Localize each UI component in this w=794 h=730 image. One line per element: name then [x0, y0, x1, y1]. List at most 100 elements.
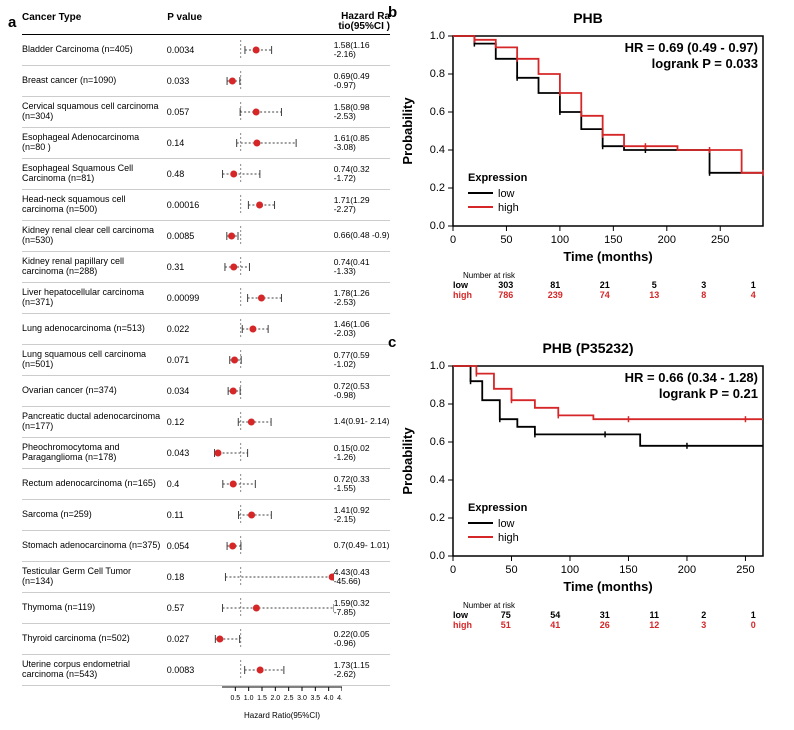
- svg-text:0.2: 0.2: [430, 182, 445, 194]
- svg-text:200: 200: [678, 564, 696, 576]
- header-hazard-ratio: Hazard Ra tio(95%CI ): [332, 12, 390, 32]
- forest-hr-text: 1.61(0.85 -3.08): [334, 134, 390, 153]
- svg-text:50: 50: [500, 234, 512, 246]
- forest-row: Thyroid carcinoma (n=502)0.027 0.22(0.05 …: [22, 624, 390, 655]
- svg-text:high: high: [498, 202, 519, 214]
- forest-hr-text: 0.77(0.59 -1.02): [334, 351, 390, 370]
- svg-text:0: 0: [450, 234, 456, 246]
- forest-cancer-type: Thyroid carcinoma (n=502): [22, 634, 167, 644]
- forest-ci-chart: [214, 412, 334, 432]
- panel-b-label: b: [388, 4, 397, 21]
- forest-ci-chart: [214, 443, 334, 463]
- forest-p-value: 0.022: [167, 324, 214, 334]
- forest-cancer-type: Esophageal Squamous Cell Carcinoma (n=81…: [22, 164, 167, 184]
- forest-cancer-type: Pheochromocytoma and Paraganglioma (n=17…: [22, 443, 167, 463]
- forest-hr-text: 1.58(1.16 -2.16): [334, 41, 390, 60]
- forest-row: Bladder Carcinoma (n=405)0.0034 1.58(1.16…: [22, 35, 390, 66]
- forest-hr-text: 0.74(0.41 -1.33): [334, 258, 390, 277]
- svg-text:Expression: Expression: [468, 502, 528, 514]
- forest-hr-text: 0.15(0.02 -1.26): [334, 444, 390, 463]
- forest-hr-text: 1.71(1.29 -2.27): [334, 196, 390, 215]
- forest-row: Stomach adenocarcinoma (n=375)0.0540.7(0…: [22, 531, 390, 562]
- forest-ci-chart: [214, 71, 334, 91]
- forest-plot-panel: a Cancer Type P value Hazard Ra tio(95%C…: [10, 10, 390, 720]
- forest-hr-text: 1.73(1.15 -2.62): [334, 661, 390, 680]
- forest-row: Kidney renal clear cell carcinoma (n=530…: [22, 221, 390, 252]
- forest-row: Cervical squamous cell carcinoma (n=304)…: [22, 97, 390, 128]
- svg-text:0.2: 0.2: [430, 512, 445, 524]
- forest-hr-text: 0.66(0.48 -0.9): [334, 231, 390, 240]
- forest-p-value: 0.0034: [167, 45, 214, 55]
- svg-text:1.5: 1.5: [257, 695, 267, 702]
- svg-text:logrank P = 0.033: logrank P = 0.033: [652, 56, 758, 71]
- km-c-chart: 0.00.20.40.60.81.0050100150200250Time (m…: [398, 356, 778, 596]
- forest-cancer-type: Testicular Germ Cell Tumor (n=134): [22, 567, 167, 587]
- forest-ci-chart: [214, 102, 334, 122]
- svg-text:Probability: Probability: [400, 97, 415, 165]
- forest-hr-text: 4.43(0.43 -45.66): [334, 568, 390, 587]
- svg-text:1.0: 1.0: [430, 360, 445, 372]
- forest-hr-text: 0.72(0.53 -0.98): [334, 382, 390, 401]
- forest-row: Thymoma (n=119)0.571.59(0.32 -7.85): [22, 593, 390, 624]
- forest-ci-chart: [214, 195, 334, 215]
- forest-p-value: 0.4: [167, 479, 214, 489]
- forest-p-value: 0.18: [167, 572, 214, 582]
- forest-hr-text: 0.7(0.49- 1.01): [334, 541, 390, 550]
- forest-cancer-type: Kidney renal clear cell carcinoma (n=530…: [22, 226, 167, 246]
- forest-row: Rectum adenocarcinoma (n=165)0.40.72(0.3…: [22, 469, 390, 500]
- forest-hr-text: 0.22(0.05 -0.96): [334, 630, 390, 649]
- forest-ci-chart: [214, 598, 334, 618]
- km-b-chart: 0.00.20.40.60.81.0050100150200250Time (m…: [398, 26, 778, 266]
- km-panel-b: b PHB 0.00.20.40.60.81.0050100150200250T…: [398, 10, 778, 330]
- svg-text:Time (months): Time (months): [563, 579, 652, 594]
- km-c-risk-high: high 5141261230: [453, 620, 778, 630]
- forest-p-value: 0.31: [167, 262, 214, 272]
- km-c-risk-header: Number at risk: [463, 601, 778, 610]
- forest-row: Esophageal Adenocarcinoma (n=80 )0.141.6…: [22, 128, 390, 159]
- forest-hr-text: 1.41(0.92 -2.15): [334, 506, 390, 525]
- forest-cancer-type: Lung adenocarcinoma (n=513): [22, 324, 167, 334]
- svg-text:HR = 0.66 (0.34 - 1.28): HR = 0.66 (0.34 - 1.28): [625, 370, 758, 385]
- forest-ci-chart: [214, 133, 334, 153]
- km-panel-c: c PHB (P35232) 0.00.20.40.60.81.00501001…: [398, 340, 778, 660]
- forest-row: Testicular Germ Cell Tumor (n=134)0.18 4.…: [22, 562, 390, 593]
- svg-text:0.0: 0.0: [430, 220, 445, 232]
- svg-text:0.6: 0.6: [430, 106, 445, 118]
- forest-ci-chart: [214, 350, 334, 370]
- forest-p-value: 0.0085: [167, 231, 214, 241]
- svg-text:HR = 0.69 (0.49 - 0.97): HR = 0.69 (0.49 - 0.97): [625, 40, 758, 55]
- svg-text:0.4: 0.4: [430, 144, 445, 156]
- svg-text:Probability: Probability: [400, 427, 415, 495]
- forest-ci-chart: [214, 505, 334, 525]
- svg-text:0.6: 0.6: [430, 436, 445, 448]
- svg-text:0: 0: [450, 564, 456, 576]
- forest-row: Esophageal Squamous Cell Carcinoma (n=81…: [22, 159, 390, 190]
- forest-row: Breast cancer (n=1090)0.0330.69(0.49 -0.…: [22, 66, 390, 97]
- forest-axis: 0.51.01.52.02.53.03.54.04.5: [222, 686, 342, 709]
- km-b-title: PHB: [398, 10, 778, 26]
- forest-ci-chart: [214, 319, 334, 339]
- forest-p-value: 0.027: [167, 634, 214, 644]
- header-chart-space: [216, 12, 332, 32]
- forest-hr-text: 1.78(1.26 -2.53): [334, 289, 390, 308]
- forest-hr-text: 1.59(0.32 -7.85): [334, 599, 390, 618]
- forest-axis-label: Hazard Ratio(95%CI): [222, 709, 342, 720]
- forest-row: Sarcoma (n=259)0.111.41(0.92 -2.15): [22, 500, 390, 531]
- forest-cancer-type: Liver hepatocellular carcinoma (n=371): [22, 288, 167, 308]
- forest-ci-chart: [214, 660, 334, 680]
- km-c-title: PHB (P35232): [398, 340, 778, 356]
- forest-cancer-type: Rectum adenocarcinoma (n=165): [22, 479, 167, 489]
- forest-cancer-type: Kidney renal papillary cell carcinoma (n…: [22, 257, 167, 277]
- forest-p-value: 0.00016: [167, 200, 214, 210]
- forest-cancer-type: Bladder Carcinoma (n=405): [22, 45, 167, 55]
- forest-ci-chart: [214, 40, 334, 60]
- km-b-risk-high: high 786239741384: [453, 290, 778, 300]
- forest-cancer-type: Stomach adenocarcinoma (n=375): [22, 541, 167, 551]
- forest-cancer-type: Head-neck squamous cell carcinoma (n=500…: [22, 195, 167, 215]
- svg-text:250: 250: [711, 234, 729, 246]
- svg-text:100: 100: [561, 564, 579, 576]
- forest-row: Head-neck squamous cell carcinoma (n=500…: [22, 190, 390, 221]
- forest-hr-text: 1.58(0.98 -2.53): [334, 103, 390, 122]
- panel-c-label: c: [388, 334, 396, 351]
- svg-text:low: low: [498, 518, 515, 530]
